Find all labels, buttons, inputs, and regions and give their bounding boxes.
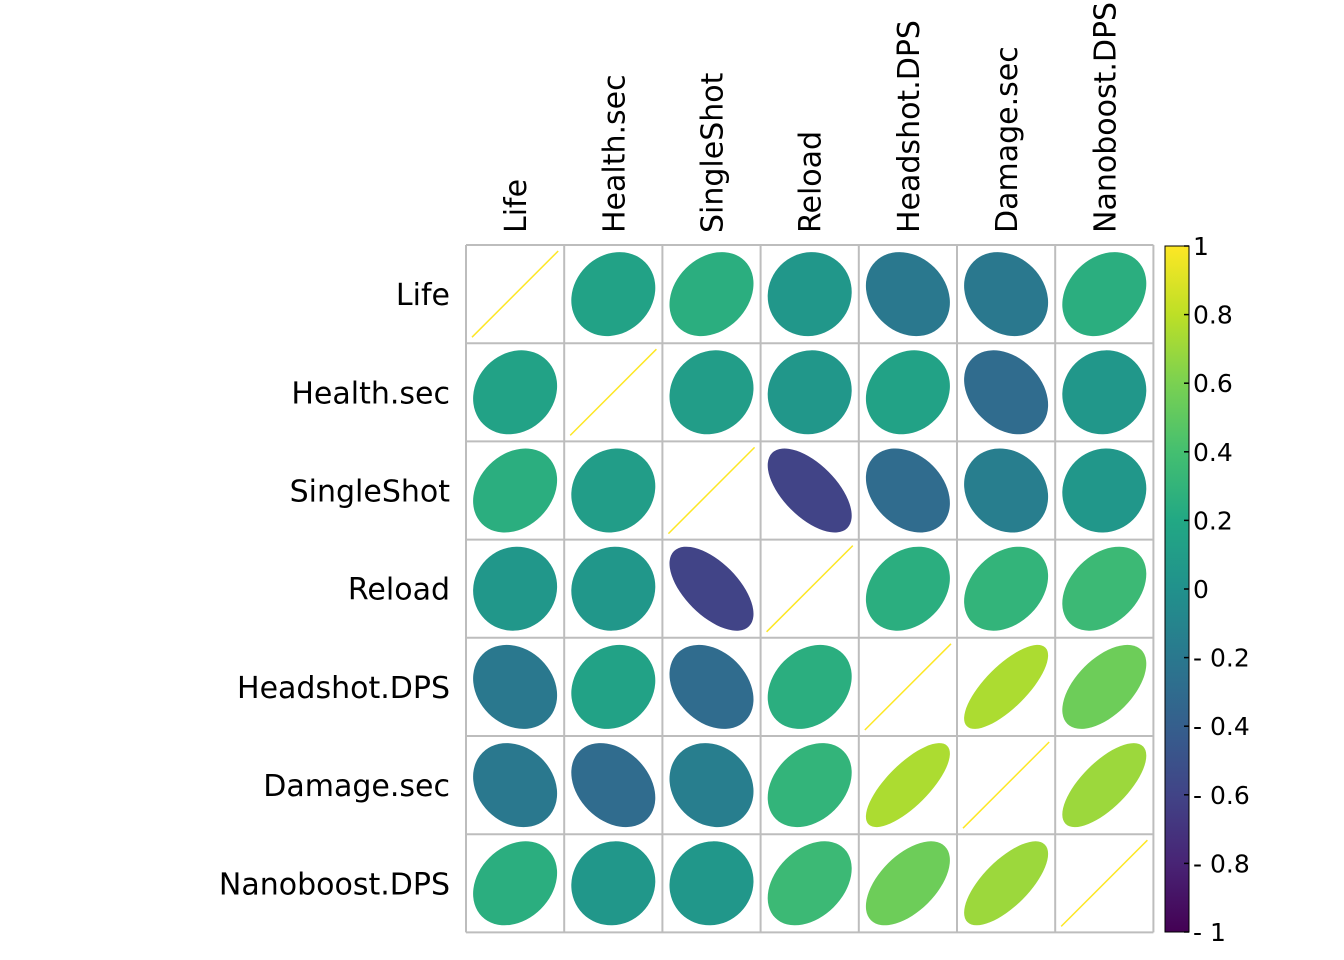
colorbar-tick-label: 0.4 [1193,438,1233,467]
correlation-ellipse [571,644,656,729]
correlation-ellipse [473,350,558,435]
column-label: Headshot.DPS [892,20,927,233]
correlation-ellipse [865,350,950,435]
colorbar-tick-label: - 0.8 [1193,849,1250,878]
correlation-ellipse [865,252,950,337]
colorbar-tick-label: - 0.4 [1193,712,1250,741]
column-label: Reload [794,131,829,233]
diagonal-line [1060,839,1148,927]
correlation-ellipse [865,743,950,828]
correlation-ellipse [669,252,754,337]
correlation-ellipse [571,841,656,926]
correlation-ellipse [1062,448,1147,533]
correlation-ellipse [767,743,852,828]
row-label: Reload [348,573,450,608]
colorbar-tick-label: 0.2 [1193,506,1233,535]
colorbar-tick-label: 0.6 [1193,369,1233,398]
column-label: SingleShot [696,72,731,233]
correlation-ellipse [964,841,1049,926]
correlation-ellipse [964,546,1049,631]
correlation-ellipse [669,743,754,828]
correlation-ellipse [1062,350,1147,435]
colorbar-tick-label: 0.8 [1193,301,1233,330]
correlation-ellipse [473,841,558,926]
row-label: Health.sec [291,376,450,411]
correlation-ellipse [473,546,558,631]
colorbar-tick-label: 1 [1193,232,1209,261]
row-labels: Life Health.sec SingleShot Reload Headshot.D… [219,278,450,902]
correlation-ellipse [669,350,754,435]
correlation-ellipse [473,644,558,729]
colorbar-tick-label: 0 [1193,575,1209,604]
correlation-ellipse [669,546,754,631]
correlation-ellipse [1062,546,1147,631]
colorbar-tick-label: - 0.6 [1193,781,1250,810]
correlation-ellipse [767,252,852,337]
column-label: Life [499,179,534,233]
correlation-ellipse [964,252,1049,337]
correlation-ellipse [1062,644,1147,729]
column-labels: Life Health.sec SingleShot Reload Headshot.D… [499,2,1123,233]
correlation-ellipse [571,448,656,533]
row-label: SingleShot [290,475,451,510]
diagonal-line [569,348,657,436]
correlation-ellipse [767,350,852,435]
correlation-ellipse [669,841,754,926]
colorbar-tick-label: - 0.2 [1193,644,1250,673]
column-label: Health.sec [597,74,632,233]
row-label: Headshot.DPS [237,671,450,706]
row-label: Life [396,278,450,313]
correlation-cells [465,244,1155,934]
correlation-ellipse [767,448,852,533]
column-label: Damage.sec [990,46,1025,233]
correlation-ellipse [767,644,852,729]
diagonal-line [962,741,1050,829]
correlation-ellipse [964,448,1049,533]
correlation-ellipse [473,743,558,828]
column-label: Nanoboost.DPS [1088,2,1123,233]
correlation-ellipse [767,841,852,926]
diagonal-line [471,250,559,338]
correlation-ellipse [473,448,558,533]
correlation-ellipse [964,350,1049,435]
correlation-ellipse [1062,743,1147,828]
correlation-ellipse [571,546,656,631]
diagonal-line [864,643,952,731]
correlation-ellipse [571,743,656,828]
row-label: Damage.sec [263,769,450,804]
correlation-ellipse [571,252,656,337]
colorbar-tick-label: - 1 [1193,918,1226,947]
diagonal-line [766,545,854,633]
correlation-ellipse [1062,252,1147,337]
row-label: Nanoboost.DPS [219,867,450,902]
correlation-ellipse [669,644,754,729]
correlation-ellipse [964,644,1049,729]
diagonal-line [667,446,756,535]
colorbar: 1 0.8 0.6 0.4 0.2 0 - 0.2 - 0.4 - 0.6 - 0.8 - 1 [1164,232,1250,947]
correlation-ellipse [865,546,950,631]
correlation-ellipse [865,841,950,926]
correlation-ellipse [865,448,950,533]
